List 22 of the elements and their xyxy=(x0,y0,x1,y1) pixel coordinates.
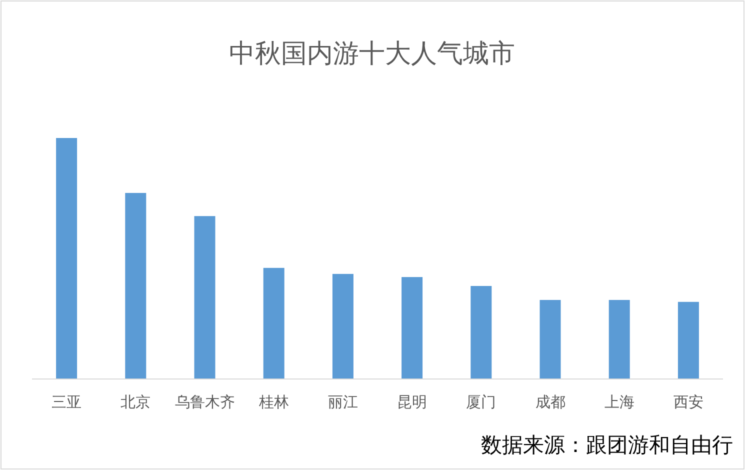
x-tick-label: 桂林 xyxy=(258,393,289,411)
source-note: 数据来源：跟团游和自由行 xyxy=(481,433,733,457)
x-tick-label: 西安 xyxy=(673,393,704,411)
x-tick-label: 北京 xyxy=(120,393,151,411)
bar xyxy=(332,274,354,379)
x-tick-label: 丽江 xyxy=(328,393,358,411)
x-tick-label: 昆明 xyxy=(397,393,428,411)
x-tick-label: 厦门 xyxy=(466,393,496,411)
bar xyxy=(56,138,78,379)
bar xyxy=(608,300,630,379)
x-tick-label: 三亚 xyxy=(52,393,82,411)
x-tick-label: 上海 xyxy=(604,393,634,411)
x-tick-label: 成都 xyxy=(535,393,566,411)
bar xyxy=(125,192,146,379)
bar xyxy=(540,300,561,379)
bar xyxy=(470,286,492,379)
x-tick-label: 乌鲁木齐 xyxy=(174,393,235,411)
chart-title: 中秋国内游十大人气城市 xyxy=(229,39,515,69)
bar xyxy=(194,216,216,379)
bar xyxy=(402,277,423,379)
bar xyxy=(263,268,284,379)
bar xyxy=(678,302,699,379)
